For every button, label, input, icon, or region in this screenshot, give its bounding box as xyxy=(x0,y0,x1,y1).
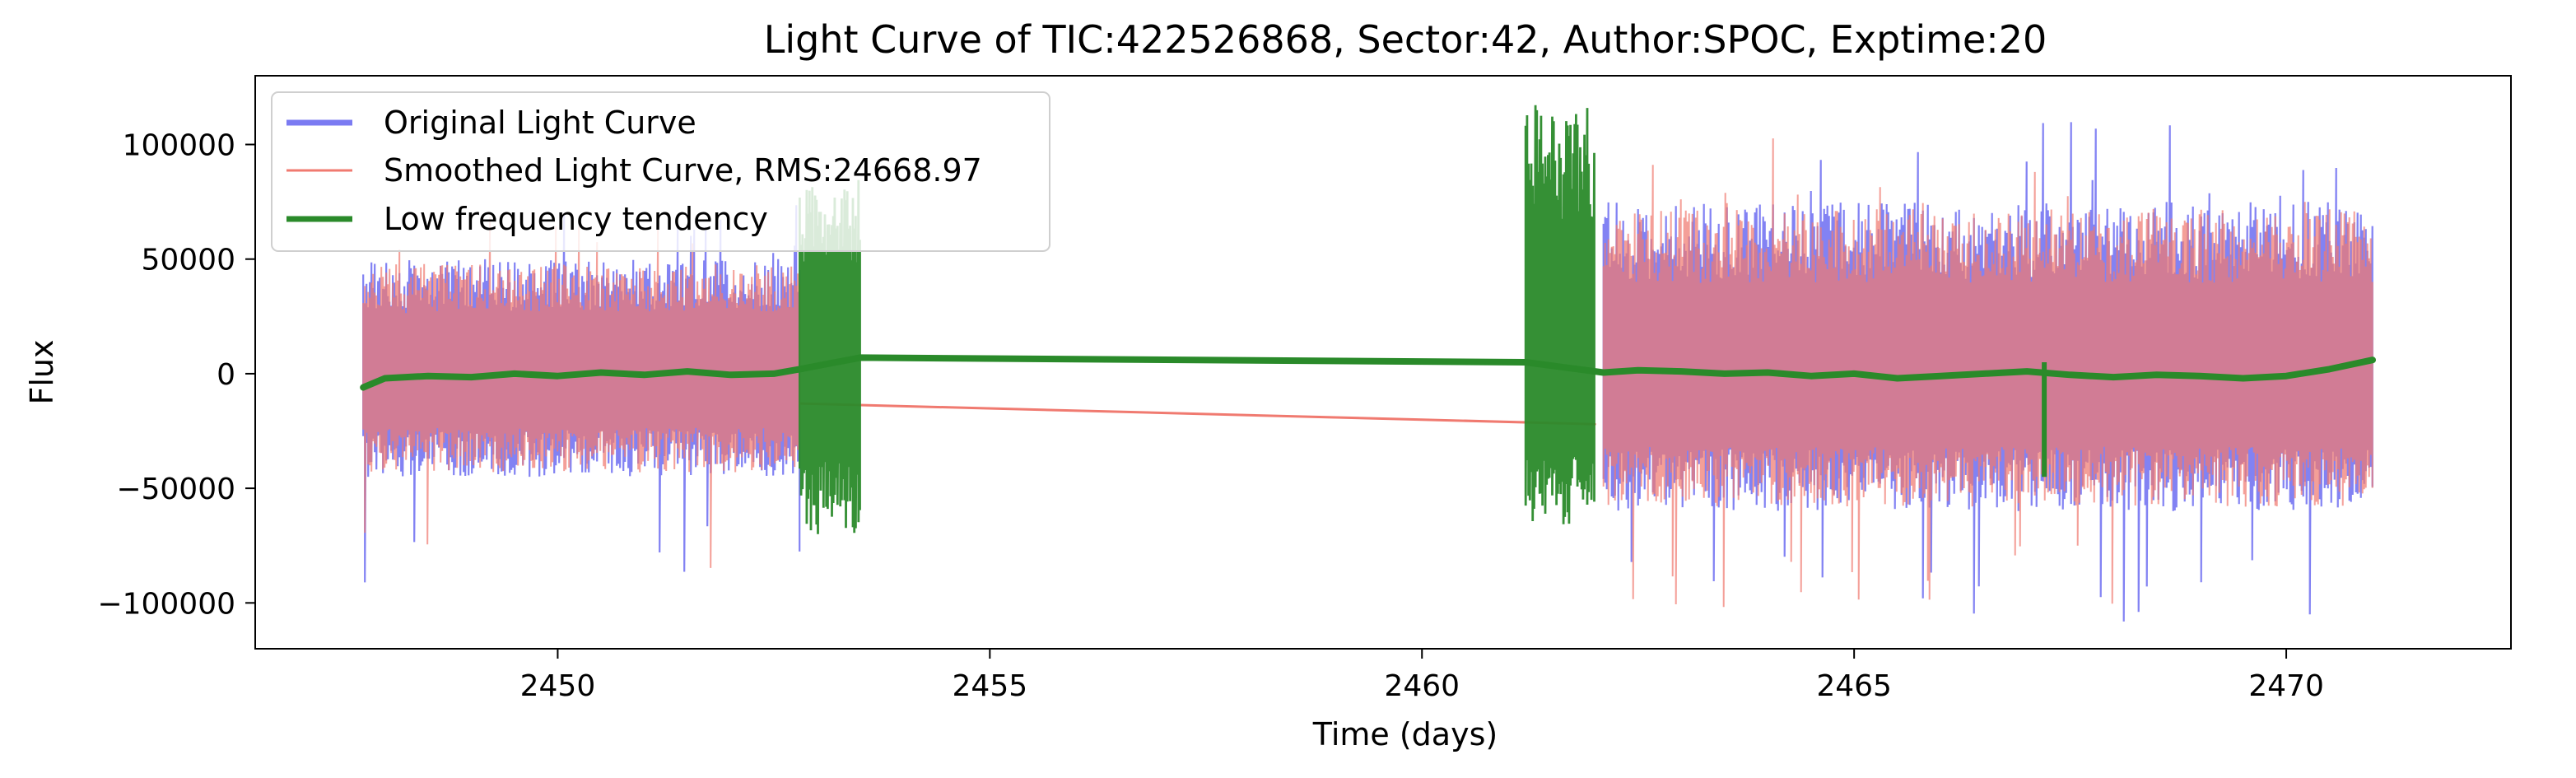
legend-box xyxy=(271,91,1050,252)
legend-label-tendency: Low frequency tendency xyxy=(384,201,768,237)
x-tick-label-0: 2450 xyxy=(520,669,596,703)
y-tick-label-0: −100000 xyxy=(97,587,235,621)
x-tick-label-3: 2465 xyxy=(1816,669,1892,703)
y-tick-label-1: −50000 xyxy=(116,473,235,506)
series-layer xyxy=(360,105,2376,622)
legend-label-original: Original Light Curve xyxy=(384,105,696,141)
x-axis-label: Time (days) xyxy=(1312,716,1498,752)
chart-title: Light Curve of TIC:422526868, Sector:42,… xyxy=(764,17,2047,62)
legend: Original Light Curve Smoothed Light Curv… xyxy=(271,91,1050,252)
low-frequency-tendency-noise-1 xyxy=(1524,105,1595,524)
plot-area xyxy=(360,105,2376,622)
low-frequency-tendency-noise-0 xyxy=(799,179,861,534)
x-axis: 2450 2455 2460 2465 2470 xyxy=(520,649,2324,703)
y-tick-label-4: 100000 xyxy=(123,129,235,163)
legend-label-smoothed: Smoothed Light Curve, RMS:24668.97 xyxy=(384,152,982,189)
smoothed-light-curve-segment-0 xyxy=(362,217,801,568)
y-tick-label-2: 0 xyxy=(217,358,235,392)
low-frequency-tendency-line xyxy=(360,354,2376,391)
smoothed-light-curve-segment-1 xyxy=(1602,138,2373,608)
y-tick-label-3: 50000 xyxy=(141,244,235,277)
x-tick-label-1: 2455 xyxy=(953,669,1028,703)
plot-frame xyxy=(254,75,2512,650)
y-axis-label: Flux xyxy=(24,340,60,405)
x-tick-label-2: 2460 xyxy=(1384,669,1460,703)
smoothed-light-curve-gap-trend xyxy=(798,402,1596,426)
y-axis: −100000 −50000 0 50000 100000 xyxy=(97,129,255,621)
x-tick-label-4: 2470 xyxy=(2248,669,2324,703)
